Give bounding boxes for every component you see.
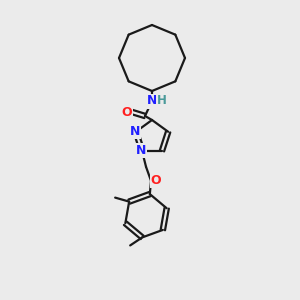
Text: N: N	[147, 94, 157, 107]
Text: H: H	[157, 94, 167, 106]
Text: O: O	[151, 174, 161, 187]
Text: O: O	[122, 106, 132, 118]
Text: N: N	[130, 125, 140, 138]
Text: N: N	[136, 144, 146, 157]
